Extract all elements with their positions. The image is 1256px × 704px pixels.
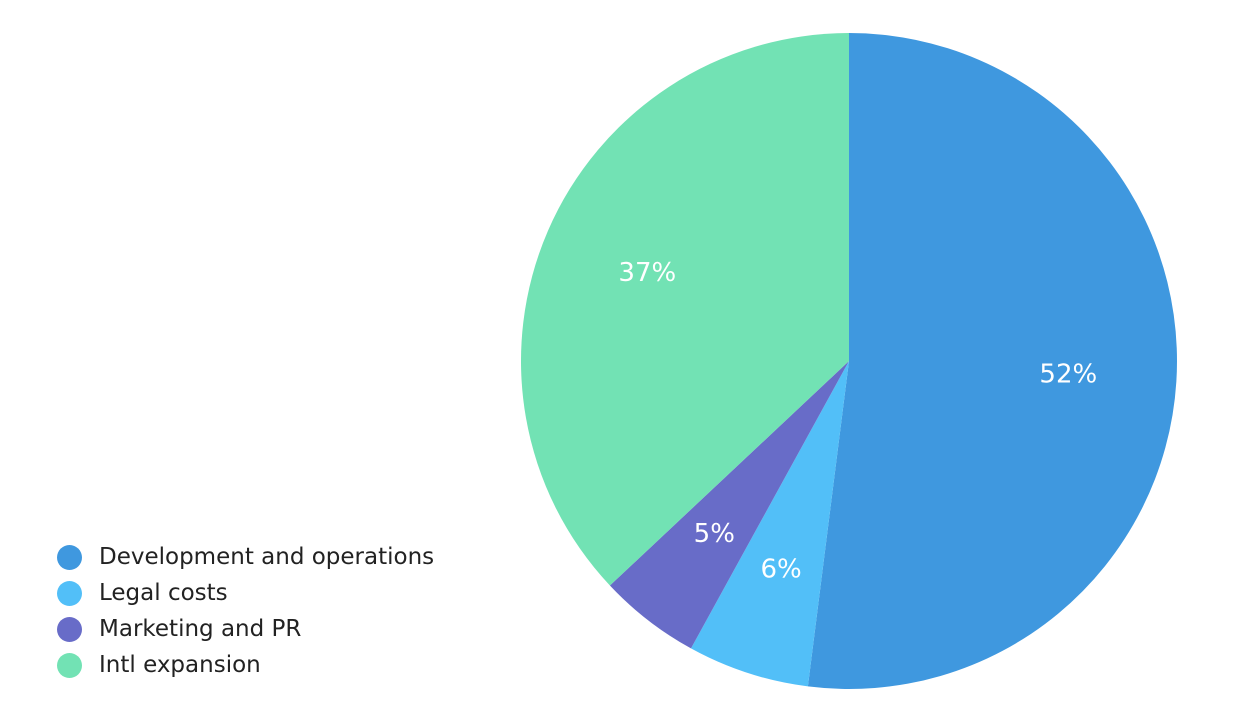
legend-swatch-development-and-operations <box>57 544 82 570</box>
legend-label-development-and-operations: Development and operations <box>99 544 435 570</box>
legend-label-marketing-and-pr: Marketing and PR <box>99 616 302 642</box>
legend-item-marketing-and-pr: Marketing and PR <box>57 611 434 647</box>
slice-value-label-intl-expansion: 37% <box>618 258 676 288</box>
legend-swatch-marketing-and-pr <box>57 616 82 642</box>
slice-value-label-legal-costs: 6% <box>760 555 801 585</box>
legend-swatch-legal-costs <box>57 580 82 606</box>
legend-item-development-and-operations: Development and operations <box>57 539 434 575</box>
chart-legend: Development and operations Legal costs M… <box>57 539 434 683</box>
legend-label-legal-costs: Legal costs <box>99 580 228 606</box>
legend-item-intl-expansion: Intl expansion <box>57 647 434 683</box>
pie-slice-development-and-operations <box>807 33 1178 690</box>
slice-value-label-marketing-and-pr: 5% <box>694 519 735 549</box>
pie-slice-legal-costs <box>690 361 849 687</box>
legend-swatch-intl-expansion <box>57 652 82 678</box>
slice-value-label-development-and-operations: 52% <box>1039 359 1097 389</box>
legend-label-intl-expansion: Intl expansion <box>99 652 261 678</box>
pie-slice-marketing-and-pr <box>609 361 849 649</box>
legend-item-legal-costs: Legal costs <box>57 575 434 611</box>
pie-slice-intl-expansion <box>521 33 849 586</box>
